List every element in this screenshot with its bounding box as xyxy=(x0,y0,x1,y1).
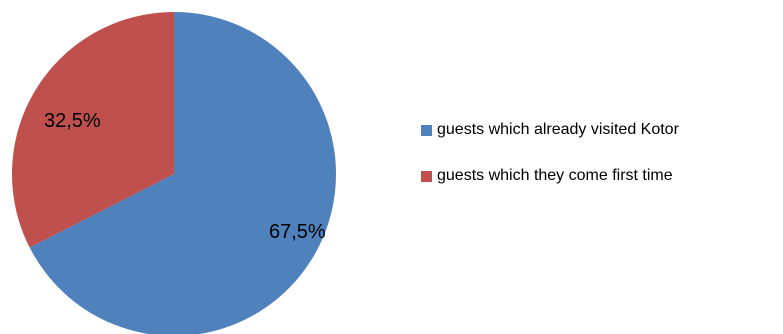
legend-label-visited: guests which already visited Kotor xyxy=(437,121,679,138)
legend-item-visited: guests which already visited Kotor xyxy=(421,120,679,140)
legend: guests which already visited Kotor guest… xyxy=(421,120,679,212)
pie-label-visited: 67,5% xyxy=(269,221,326,243)
pie-label-first-time: 32,5% xyxy=(44,110,101,132)
pie-slice-first-time xyxy=(11,12,174,248)
legend-item-first-time: guests which they come first time xyxy=(421,166,679,186)
legend-swatch-visited xyxy=(421,124,432,136)
pie-slice-visited xyxy=(29,12,336,334)
legend-label-first-time: guests which they come first time xyxy=(437,167,673,184)
legend-swatch-first-time xyxy=(421,170,432,182)
